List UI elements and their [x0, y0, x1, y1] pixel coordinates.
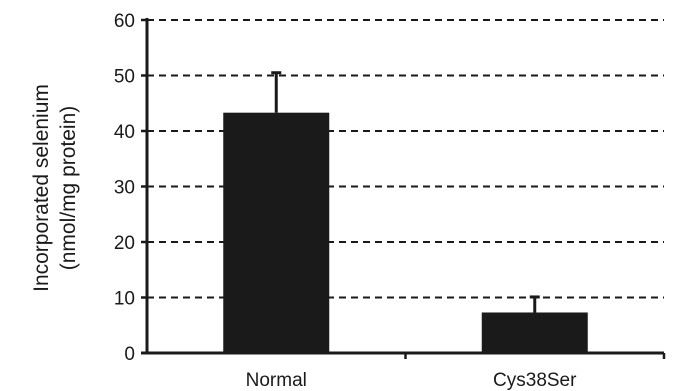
- y-tick-label: 20: [114, 233, 135, 254]
- y-tick-label: 30: [114, 178, 135, 199]
- bars: [223, 112, 588, 353]
- y-axis-label-line-1: Incorporated selenium: [30, 84, 53, 292]
- x-axis-labels: Normal Cys38Ser: [246, 370, 578, 391]
- bar-normal: [223, 112, 330, 353]
- y-axis-label: Incorporated selenium (nmol/mg protein): [30, 84, 80, 292]
- y-tick-label: 0: [124, 344, 135, 365]
- y-axis-label-line-2: (nmol/mg protein): [57, 106, 80, 271]
- error-bars: [271, 71, 540, 313]
- y-tick-label: 50: [114, 67, 135, 88]
- bar-cys38ser: [481, 312, 588, 353]
- y-axis-ticks: 0 10 20 30 40 50 60: [114, 11, 147, 365]
- x-tick-label: Cys38Ser: [493, 370, 577, 391]
- x-tick-label: Normal: [246, 370, 307, 391]
- axes: [141, 18, 666, 359]
- y-tick-label: 10: [114, 289, 135, 310]
- y-tick-label: 60: [114, 11, 135, 32]
- y-tick-label: 40: [114, 122, 135, 143]
